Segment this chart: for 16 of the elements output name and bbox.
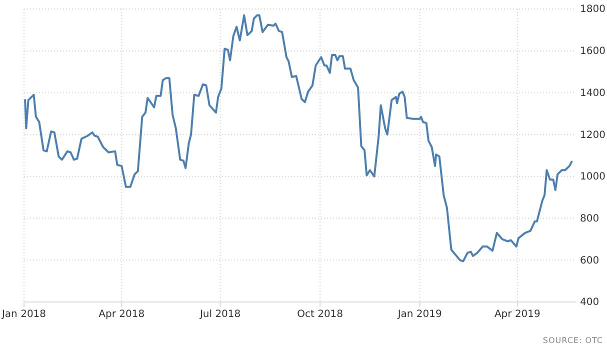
x-tick-label: Oct 2018 — [297, 309, 344, 320]
y-tick-label: 1600 — [580, 46, 606, 58]
line-series — [24, 14, 573, 262]
y-tick-label: 600 — [580, 255, 600, 266]
y-tick-label: 400 — [580, 297, 600, 308]
y-tick-label: 1200 — [580, 130, 606, 141]
x-tick-label: Apr 2018 — [98, 309, 145, 320]
y-tick-label: 1800 — [580, 4, 606, 16]
y-tick-label: 1000 — [580, 172, 606, 183]
x-tick-label: Apr 2019 — [494, 309, 540, 320]
x-tick-label: Jan 2019 — [396, 309, 442, 320]
x-tick-label: Jan 2018 — [0, 309, 46, 320]
y-tick-label: 1400 — [580, 88, 606, 99]
source-note: SOURCE: OTC — [542, 336, 603, 345]
x-tick-label: Jul 2018 — [198, 309, 241, 320]
y-tick-label: 800 — [580, 213, 600, 224]
